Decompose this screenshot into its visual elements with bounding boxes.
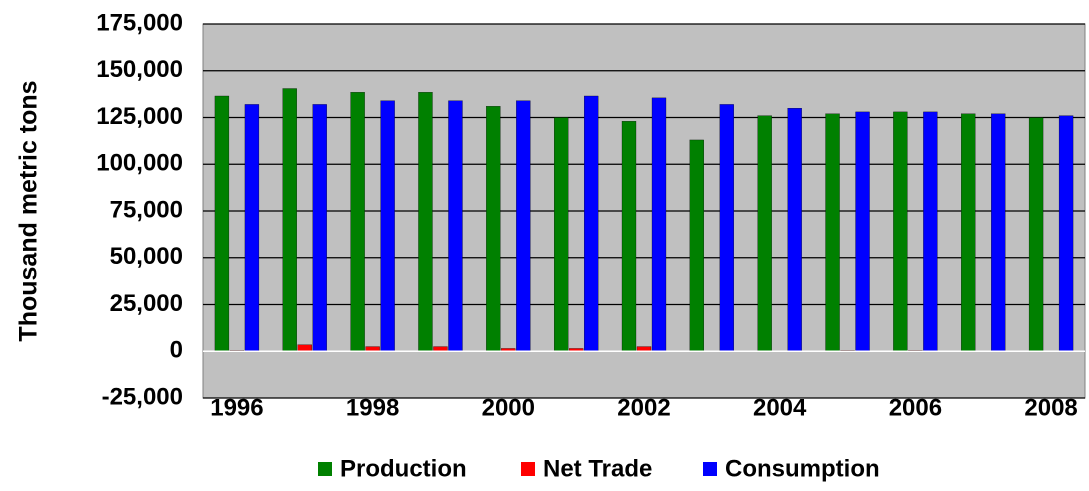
- bar: [214, 95, 230, 352]
- legend-swatch: [318, 462, 332, 476]
- bar: [651, 97, 667, 352]
- y-tick-label: 125,000: [96, 103, 183, 130]
- x-tick-label: 1998: [346, 394, 399, 421]
- legend-swatch: [521, 462, 535, 476]
- bar: [1058, 115, 1074, 352]
- bar: [991, 113, 1006, 352]
- bar: [448, 100, 463, 352]
- bar: [297, 344, 312, 352]
- y-tick-label: 25,000: [110, 290, 183, 317]
- y-tick-label: 175,000: [96, 9, 183, 36]
- bar: [855, 111, 870, 352]
- bar: [282, 88, 297, 352]
- x-tick-label: 2008: [1024, 394, 1077, 421]
- x-tick-label: 2006: [889, 394, 942, 421]
- bar: [380, 100, 395, 352]
- bar: [621, 121, 637, 352]
- y-tick-label: 50,000: [110, 243, 183, 270]
- y-tick-label: 100,000: [96, 150, 183, 177]
- y-tick-label: -25,000: [102, 383, 183, 410]
- x-tick-label: 2004: [753, 394, 807, 421]
- x-tick-label: 2000: [482, 394, 535, 421]
- bar: [923, 111, 938, 352]
- legend-label: Production: [340, 455, 467, 482]
- y-tick-label: 75,000: [110, 196, 183, 223]
- y-tick-label: 0: [170, 337, 183, 364]
- bar: [757, 115, 772, 352]
- bar: [584, 95, 599, 352]
- bar: [689, 139, 704, 352]
- bar: [312, 104, 327, 352]
- bar: [787, 108, 802, 352]
- bar: [1028, 117, 1044, 352]
- x-tick-label: 1996: [210, 394, 263, 421]
- y-axis-label: Thousand metric tons: [15, 80, 43, 341]
- legend-label: Net Trade: [543, 455, 652, 482]
- bar: [893, 111, 908, 352]
- bar: [418, 92, 433, 352]
- bar: [516, 100, 531, 352]
- bar: [486, 106, 501, 352]
- x-tick-label: 2002: [617, 394, 670, 421]
- bar: [719, 104, 734, 352]
- bar: [961, 113, 976, 352]
- legend-label: Consumption: [725, 455, 880, 482]
- legend-swatch: [703, 462, 717, 476]
- bar: [554, 117, 569, 352]
- bar: [244, 104, 260, 352]
- y-tick-label: 150,000: [96, 56, 183, 83]
- bar: [825, 113, 840, 352]
- bar: [350, 92, 365, 352]
